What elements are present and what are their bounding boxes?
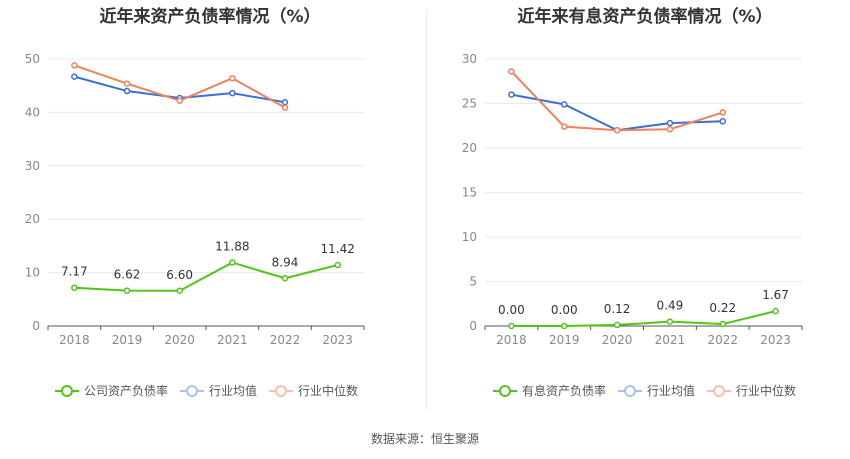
x-tick-label: 2021 [655,333,686,347]
x-tick-label: 2023 [322,333,353,347]
data-point [176,287,183,295]
y-tick-label: 10 [462,230,477,244]
data-point [508,68,515,75]
data-point [281,104,289,111]
legend-item-industry-mean[interactable]: 行业均值 [180,382,257,399]
data-point [229,89,236,97]
x-tick-label: 2020 [164,333,195,347]
data-point [123,287,131,294]
y-tick-label: 30 [25,159,40,173]
data-label: 0.49 [657,299,684,313]
data-point [719,118,726,125]
y-tick-label: 10 [25,266,40,280]
legend-marker-icon [180,384,205,397]
data-point [719,109,726,116]
legend-label: 公司资产负债率 [84,384,169,398]
y-tick-label: 0 [32,319,40,333]
chart-title-interest-debt-ratio: 近年来有息资产负债率情况（%） [517,7,773,27]
series-line [511,93,723,132]
y-tick-label: 15 [462,186,477,200]
data-point [613,321,621,329]
x-tick-label: 2019 [549,333,580,347]
data-point [719,320,726,328]
legend-debt-ratio: 公司资产负债率 行业均值 行业中位数 [55,382,370,399]
data-point [176,97,183,104]
data-point [613,126,621,134]
y-tick-label: 50 [25,52,40,66]
y-tick-label: 40 [25,105,40,119]
data-label: 7.17 [61,265,88,279]
series-line [511,310,776,327]
data-label: 6.60 [166,268,193,282]
y-tick-label: 20 [462,141,477,155]
y-tick-label: 20 [25,212,40,226]
data-point [561,123,568,130]
data-point [123,80,131,87]
data-point [71,62,78,69]
data-point [772,307,779,315]
data-label: 8.94 [272,255,299,269]
data-label: 6.62 [114,268,141,282]
y-tick-label: 30 [462,52,477,66]
data-point [281,275,289,282]
data-label: 11.42 [320,242,354,256]
data-label: 0.00 [498,303,525,317]
x-tick-label: 2019 [112,333,143,347]
chart-divider [426,10,427,410]
data-point [561,322,568,330]
x-tick-label: 2022 [707,333,738,347]
x-tick-label: 2023 [760,333,791,347]
legend-item-industry-median[interactable]: 行业中位数 [269,382,358,399]
legend-label: 行业均值 [647,384,696,398]
data-label: 11.88 [215,240,249,254]
x-tick-label: 2018 [59,333,90,347]
x-tick-label: 2022 [270,333,301,347]
legend-marker-icon [493,384,517,397]
legend-marker-icon [269,384,294,397]
data-point [71,284,78,291]
x-tick-label: 2018 [496,333,527,347]
data-point [666,318,674,325]
legend-item-interest-ratio[interactable]: 有息资产负债率 [493,382,606,399]
data-point [229,259,236,266]
legend-marker-icon [55,384,79,397]
legend-item-industry-median[interactable]: 行业中位数 [707,382,796,399]
data-point [666,126,674,133]
data-point [561,101,568,108]
x-tick-label: 2020 [602,333,633,347]
legend-marker-icon [707,384,732,397]
legend-interest-debt-ratio: 有息资产负债率 行业均值 行业中位数 [493,382,808,399]
data-point [666,119,674,127]
data-label: 0.22 [709,301,736,315]
data-point [508,91,515,98]
data-point [71,73,78,80]
chart-title-debt-ratio: 近年来资产负债率情况（%） [99,7,321,27]
series-line [74,261,338,292]
legend-item-industry-mean[interactable]: 行业均值 [618,382,695,399]
y-tick-label: 25 [462,97,477,111]
legend-label: 有息资产负债率 [522,384,607,398]
legend-label: 行业均值 [209,384,258,398]
data-label: 0.12 [604,302,631,316]
legend-item-company-ratio[interactable]: 公司资产负债率 [55,382,168,399]
data-label: 1.67 [762,288,789,302]
legend-marker-icon [618,384,643,397]
data-label: 0.00 [551,303,578,317]
y-tick-label: 5 [469,275,477,289]
data-point [123,87,131,95]
data-point [281,99,289,106]
legend-label: 行业中位数 [736,384,797,398]
y-tick-label: 0 [469,319,477,333]
x-tick-label: 2021 [217,333,248,347]
data-point [508,322,515,330]
data-point [229,74,236,82]
legend-label: 行业中位数 [298,384,359,398]
data-source-note: 数据来源：恒生聚源 [370,432,479,446]
data-point [334,261,341,269]
